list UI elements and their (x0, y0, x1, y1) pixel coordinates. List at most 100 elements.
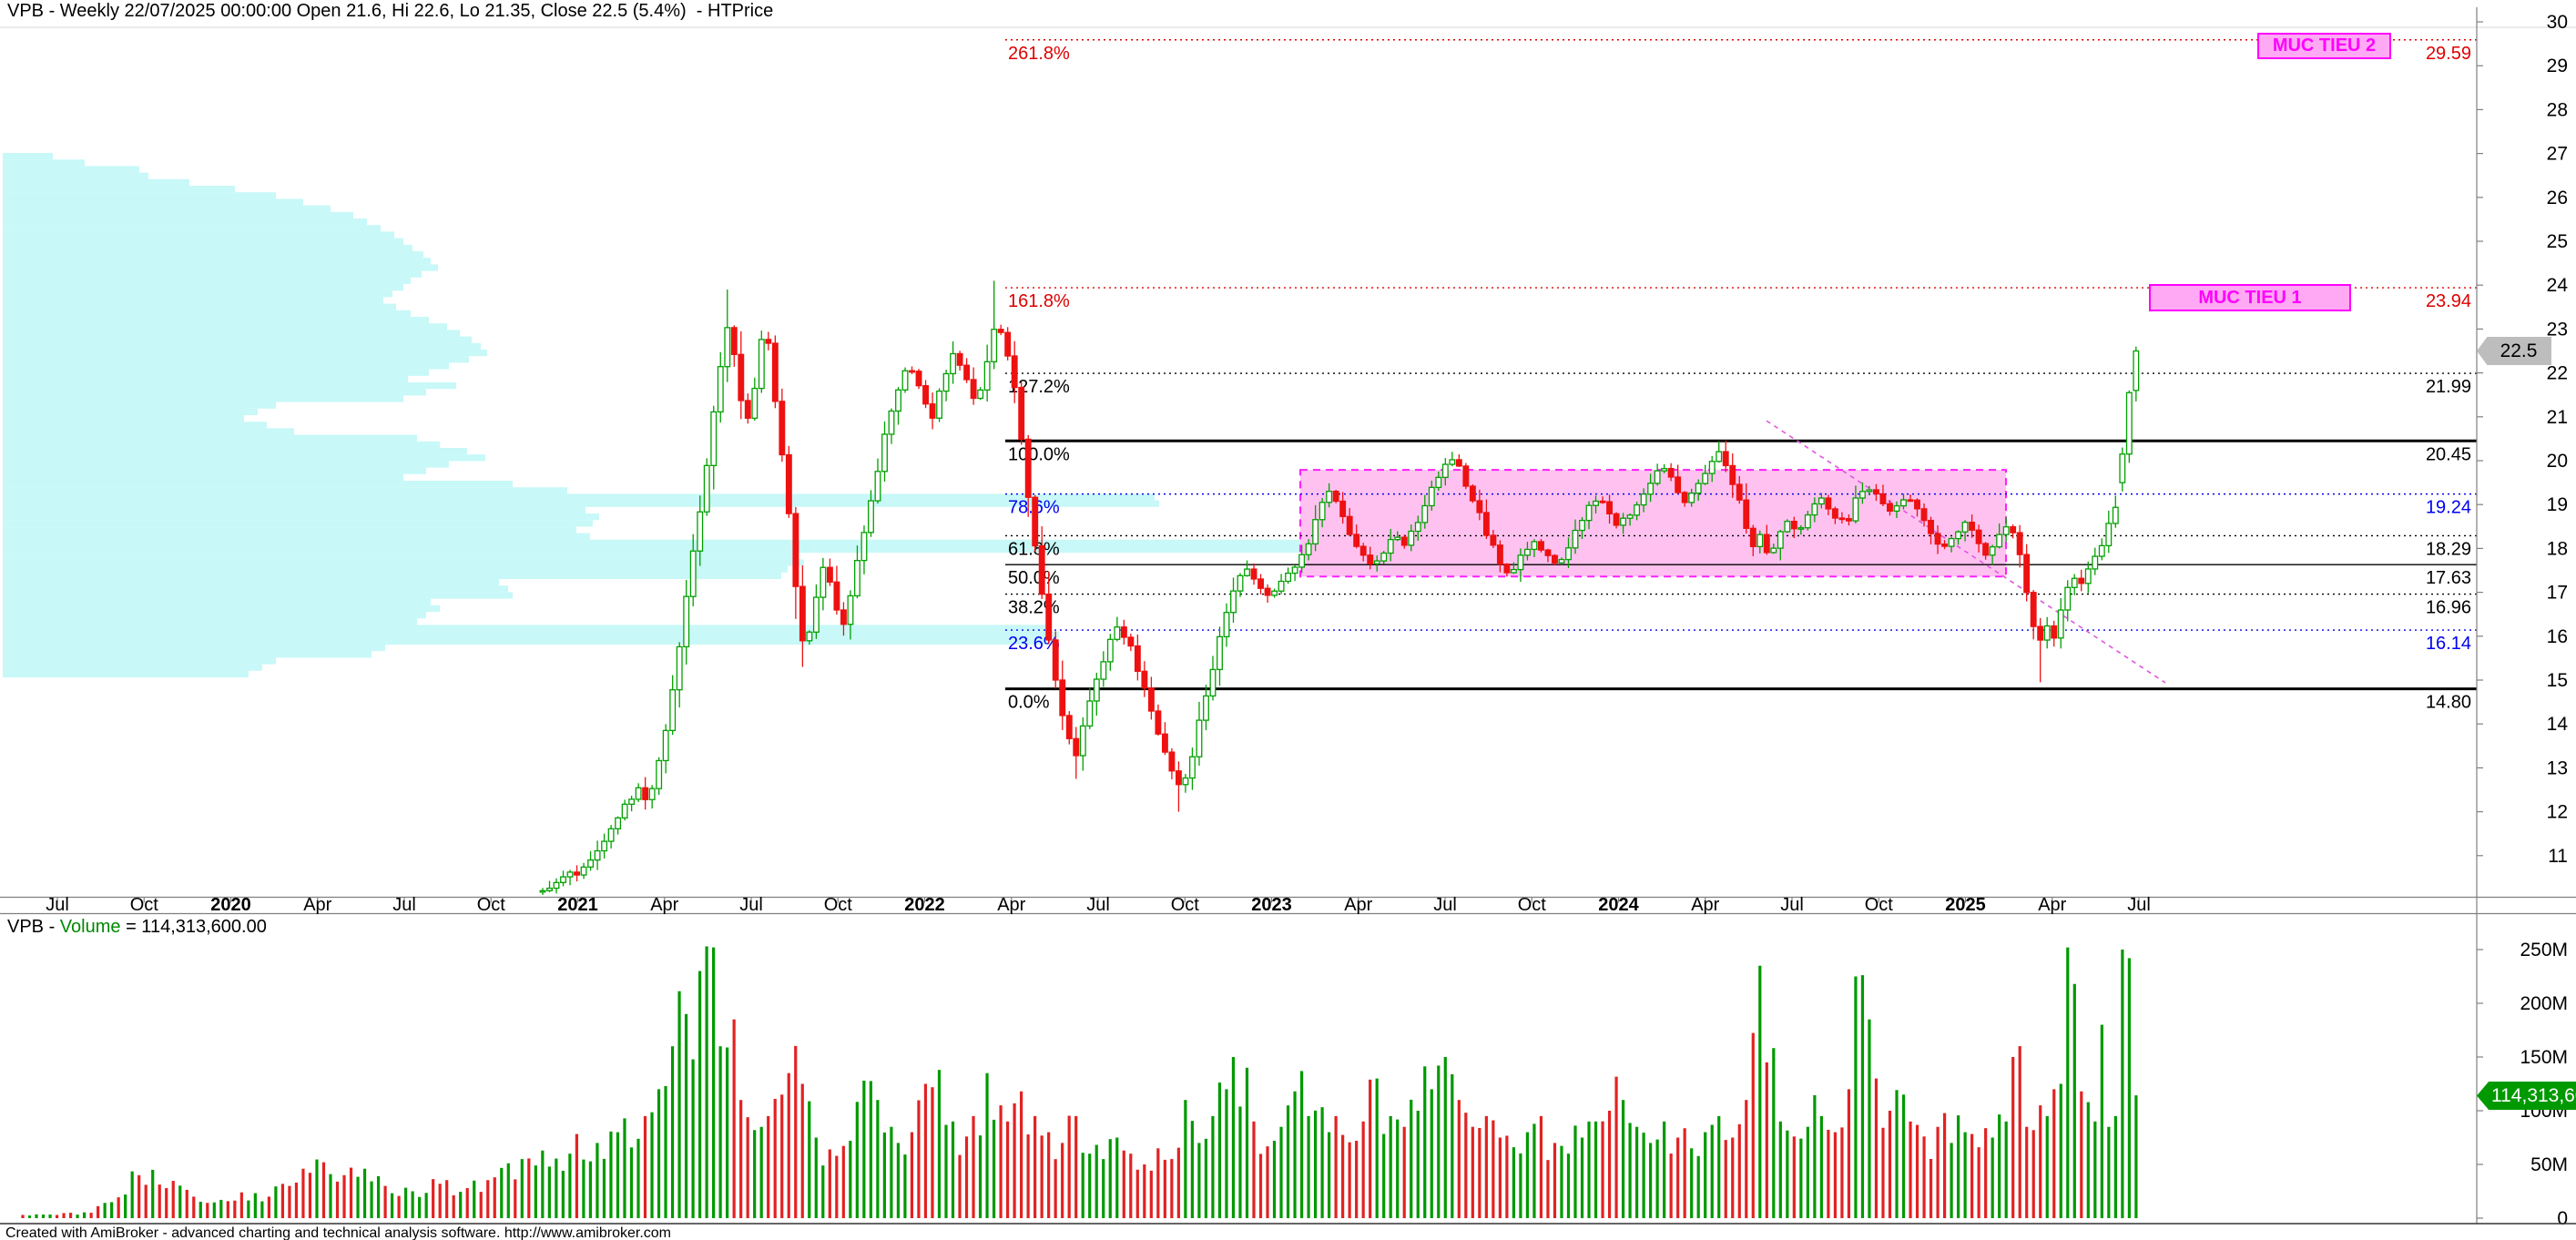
date-tick-label[interactable]: 2022 (904, 895, 945, 915)
date-tick-label[interactable]: Apr (2038, 895, 2066, 915)
candle-body (1558, 558, 1565, 564)
date-tick-label[interactable]: Jul (1780, 895, 1804, 915)
date-tick-label[interactable]: Jul (392, 895, 416, 915)
candle-body (1661, 467, 1668, 472)
price-tick-label: 25 (2547, 231, 2568, 252)
volume-bar (192, 1196, 196, 1218)
date-tick-label[interactable]: Oct (824, 895, 853, 915)
candle-body (1879, 493, 1887, 504)
volume-bar (2134, 1095, 2138, 1218)
target-label-muc-tieu-2[interactable]: MUC TIEU 2 (2257, 33, 2391, 59)
volume-bar (1737, 1123, 1741, 1218)
candle-body (1114, 626, 1121, 640)
volume-bar (1991, 1137, 1994, 1218)
volume-bar (1977, 1147, 1980, 1218)
date-tick-label[interactable]: Apr (997, 895, 1025, 915)
candle-body (1045, 593, 1053, 641)
profile-row (3, 526, 576, 534)
candle-body (826, 566, 833, 583)
volume-bar (2018, 1046, 2021, 1218)
volume-bar (165, 1187, 168, 1218)
date-tick-label[interactable]: 2020 (210, 895, 251, 915)
date-tick-label[interactable]: Apr (303, 895, 331, 915)
candle-body (1346, 515, 1353, 535)
volume-bar (35, 1214, 38, 1218)
date-tick-label[interactable]: Jul (739, 895, 763, 915)
volume-bar (1860, 975, 1865, 1218)
candle-body (1428, 486, 1435, 507)
profile-row (3, 473, 403, 481)
candle-body (2112, 506, 2119, 524)
candle-body (1749, 527, 1756, 548)
profile-row (3, 172, 148, 179)
volume-bar (697, 971, 702, 1218)
candle-body (1332, 491, 1339, 503)
candle-body (2043, 625, 2051, 641)
candle-body (1155, 710, 1162, 735)
date-tick-label[interactable]: Oct (1171, 895, 1200, 915)
volume-bar (1881, 1127, 1885, 1218)
volume-bar (1765, 1062, 1768, 1218)
candle-body (1716, 451, 1723, 462)
candle-body (2071, 577, 2078, 588)
volume-bar (903, 1154, 907, 1218)
profile-row (3, 251, 423, 259)
volume-bar (1696, 1155, 1700, 1218)
volume-bar (103, 1203, 107, 1218)
candle-body (1217, 635, 1223, 671)
volume-bar (1663, 1121, 1666, 1218)
volume-bar (1587, 1121, 1591, 1218)
candle-body (942, 372, 950, 392)
volume-bar (780, 1094, 784, 1218)
volume-bar (1532, 1123, 1536, 1218)
date-tick-label[interactable]: 2025 (1945, 895, 1986, 915)
price-tick-label: 27 (2547, 144, 2568, 165)
volume-bar (1430, 1089, 1433, 1218)
price-pane-title: VPB - Weekly 22/07/2025 00:00:00 Open 21… (7, 1, 774, 21)
date-tick-label[interactable]: Oct (1518, 895, 1547, 915)
fib-value-label: 23.94 (2426, 291, 2471, 311)
volume-bar (712, 947, 716, 1218)
date-tick-label[interactable]: Jul (2127, 895, 2151, 915)
fib-value-label: 17.63 (2426, 568, 2471, 588)
date-tick-label[interactable]: Apr (650, 895, 678, 915)
volume-bar (247, 1200, 250, 1218)
candle-body (1955, 531, 1962, 540)
candle-body (744, 400, 751, 419)
profile-row (3, 585, 508, 593)
volume-tick-label: 200M (2520, 993, 2568, 1014)
profile-row (3, 592, 513, 599)
candle-body (1086, 700, 1094, 727)
target-label-muc-tieu-1[interactable]: MUC TIEU 1 (2149, 284, 2351, 311)
volume-bar (2045, 1115, 2049, 1218)
candle-body (1353, 534, 1360, 547)
candle-body (1004, 331, 1012, 357)
volume-bar (1231, 1057, 1236, 1218)
candle-body (642, 787, 649, 800)
volume-bar (76, 1215, 79, 1218)
volume-bar (1813, 1095, 1817, 1218)
date-tick-label[interactable]: Apr (1691, 895, 1719, 915)
volume-bar (1040, 1135, 1044, 1218)
downtrend-line[interactable] (1766, 420, 2166, 684)
candle-body (1326, 491, 1333, 503)
date-tick-label[interactable]: Jul (46, 895, 69, 915)
volume-bar (2059, 1083, 2062, 1218)
date-tick-label[interactable]: Jul (1433, 895, 1457, 915)
date-tick-label[interactable]: 2023 (1251, 895, 1292, 915)
candle-body (717, 366, 724, 413)
date-tick-label[interactable]: Apr (1344, 895, 1372, 915)
volume-bar (226, 1201, 229, 1218)
date-tick-label[interactable]: Oct (1865, 895, 1894, 915)
volume-bar (321, 1162, 326, 1218)
date-tick-label[interactable]: Oct (477, 895, 506, 915)
candle-body (1866, 489, 1873, 493)
date-tick-label[interactable]: Oct (130, 895, 159, 915)
date-tick-label[interactable]: Jul (1086, 895, 1110, 915)
candle-body (1572, 529, 1579, 549)
volume-bar (2066, 947, 2070, 1218)
date-tick-label[interactable]: 2021 (557, 895, 598, 915)
date-tick-label[interactable]: 2024 (1598, 895, 1639, 915)
